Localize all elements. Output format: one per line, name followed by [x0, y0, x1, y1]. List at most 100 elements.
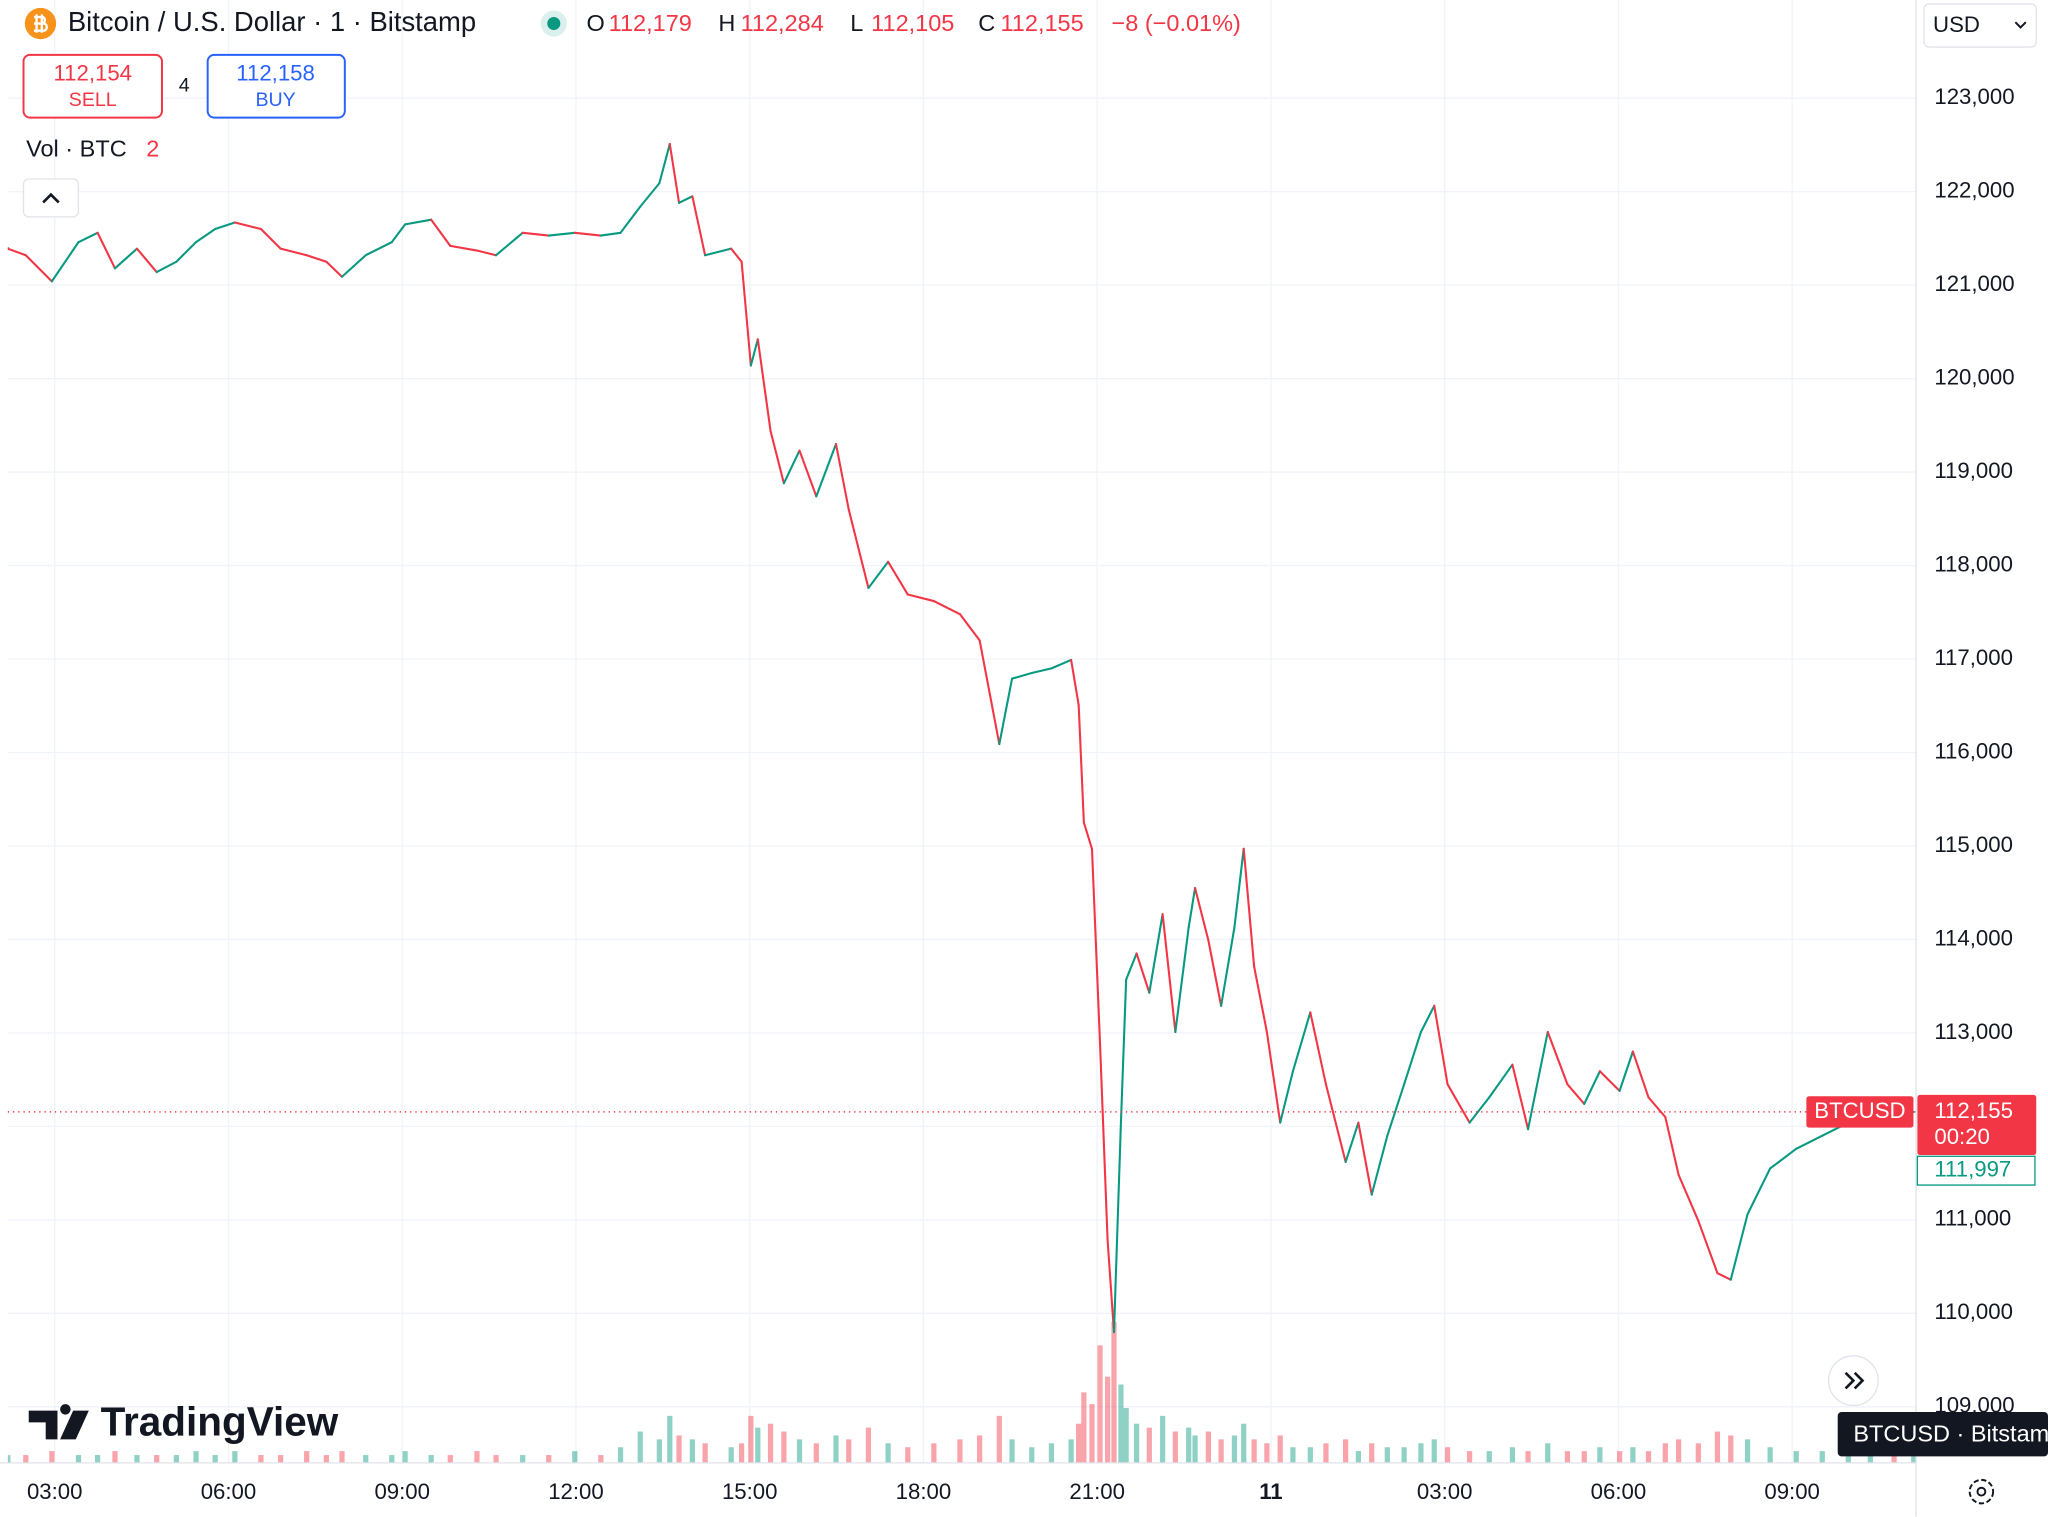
volume-bar [702, 1443, 708, 1463]
volume-bar [572, 1451, 578, 1463]
price-segment [135, 247, 158, 274]
price-segment [113, 247, 139, 270]
price-segment [279, 247, 308, 257]
plot-area [7, 142, 1917, 1463]
buy-label[interactable]: BUY [255, 89, 295, 111]
buy-button[interactable]: 112,158 BUY [206, 53, 346, 119]
price-segment [1446, 1083, 1471, 1124]
price-segment [1618, 1050, 1634, 1092]
sell-label[interactable]: SELL [69, 89, 117, 111]
x-tick-label: 03:00 [27, 1479, 83, 1504]
settings-button[interactable] [1968, 1478, 1995, 1505]
volume-bar [905, 1447, 911, 1463]
volume-bar [813, 1443, 819, 1463]
y-tick-label: 113,000 [1934, 1019, 2013, 1044]
currency-dropdown[interactable]: USD [1923, 3, 2037, 48]
volume-bar [1369, 1443, 1375, 1463]
price-segment [1099, 1044, 1109, 1242]
sell-button-frame[interactable] [22, 53, 163, 119]
price-segment [495, 231, 524, 257]
price-segment [1677, 1173, 1700, 1222]
volume-bar [833, 1435, 839, 1463]
volume-bar [755, 1427, 761, 1463]
volume-bar [1104, 1376, 1111, 1463]
price-segment [1050, 658, 1073, 670]
y-tick-label: 110,000 [1934, 1299, 2013, 1324]
price-segment [1716, 1272, 1732, 1281]
price-segment [1030, 667, 1053, 675]
volume-bar [1630, 1447, 1636, 1463]
volume-bar [1564, 1451, 1571, 1463]
currency-frame[interactable] [1923, 3, 2037, 48]
volume-bar [1048, 1443, 1055, 1463]
volume-bar [1029, 1447, 1035, 1463]
volume-bar [1911, 1455, 1917, 1463]
price-segment [1468, 1096, 1491, 1124]
volume-bar [1714, 1431, 1721, 1463]
price-segment [782, 449, 801, 485]
volume-bar [1545, 1443, 1551, 1463]
price-segment [887, 560, 909, 596]
sell-price[interactable]: 112,154 [53, 60, 132, 85]
settings-hub[interactable] [1976, 1486, 1987, 1497]
y-tick-label: 111,000 [1934, 1206, 2011, 1231]
y-tick-label: 114,000 [1934, 925, 2013, 950]
price-segment [233, 221, 262, 231]
price-segment [1279, 1070, 1294, 1124]
price-segment [1769, 1147, 1798, 1170]
volume-bar [1277, 1435, 1283, 1463]
collapse-button[interactable] [22, 178, 80, 218]
collapse-button-frame[interactable] [22, 178, 80, 218]
volume-bar [1089, 1404, 1095, 1463]
volume-bar [1192, 1435, 1198, 1463]
scroll-chevrons[interactable] [1844, 1371, 1865, 1390]
grid [7, 0, 1917, 1463]
price-segment [195, 227, 217, 244]
volume-bar [49, 1451, 55, 1463]
price-segment [798, 449, 818, 498]
scroll-to-realtime[interactable] [1827, 1355, 1879, 1407]
volume-bar [1160, 1415, 1166, 1463]
tooltip-box [1837, 1411, 2048, 1457]
volume-bar [75, 1455, 82, 1463]
price-segment [1511, 1063, 1530, 1131]
price-segment [1729, 1213, 1749, 1281]
sell-button[interactable]: 112,154 SELL [22, 53, 163, 119]
price-segment [906, 593, 935, 603]
volume-bar [656, 1439, 662, 1463]
volume-bar [389, 1455, 395, 1463]
buy-button-frame[interactable] [206, 53, 346, 119]
volume-bar [7, 1455, 11, 1463]
price-segment [1194, 886, 1210, 942]
volume-bar [1597, 1447, 1603, 1463]
price-segment [50, 241, 80, 283]
volume-bar [1845, 1451, 1851, 1463]
price-segment [658, 142, 671, 185]
price-segment [1161, 913, 1177, 1034]
price-segment [1370, 1134, 1389, 1196]
price-segment [24, 254, 53, 283]
volume-bar [1323, 1443, 1329, 1463]
price-segment [155, 260, 178, 274]
symbol-tag: BTCUSD [1814, 1098, 1905, 1123]
buy-price[interactable]: 112,158 [236, 60, 315, 85]
currency-label[interactable]: USD [1933, 12, 1980, 37]
volume-bar [1525, 1451, 1531, 1463]
volume-bar [1133, 1423, 1140, 1463]
volume-bar [520, 1455, 526, 1463]
price-change: −8 (−0.01%) [1112, 10, 1241, 36]
currency-chevron[interactable] [2014, 21, 2027, 29]
price-segment [769, 429, 785, 485]
volume-bar [1355, 1451, 1361, 1463]
price-segment [449, 244, 478, 252]
price-layer [7, 142, 1915, 1334]
volume-bar [1431, 1439, 1437, 1463]
settings-gear[interactable] [1968, 1478, 1995, 1505]
volume-bar [957, 1439, 963, 1463]
volume-bar [1068, 1439, 1074, 1463]
y-tick-label: 123,000 [1934, 84, 2014, 109]
collapse-chevron[interactable] [42, 192, 60, 204]
countdown: 00:20 [1934, 1124, 1990, 1149]
volume-bar [1509, 1447, 1516, 1463]
